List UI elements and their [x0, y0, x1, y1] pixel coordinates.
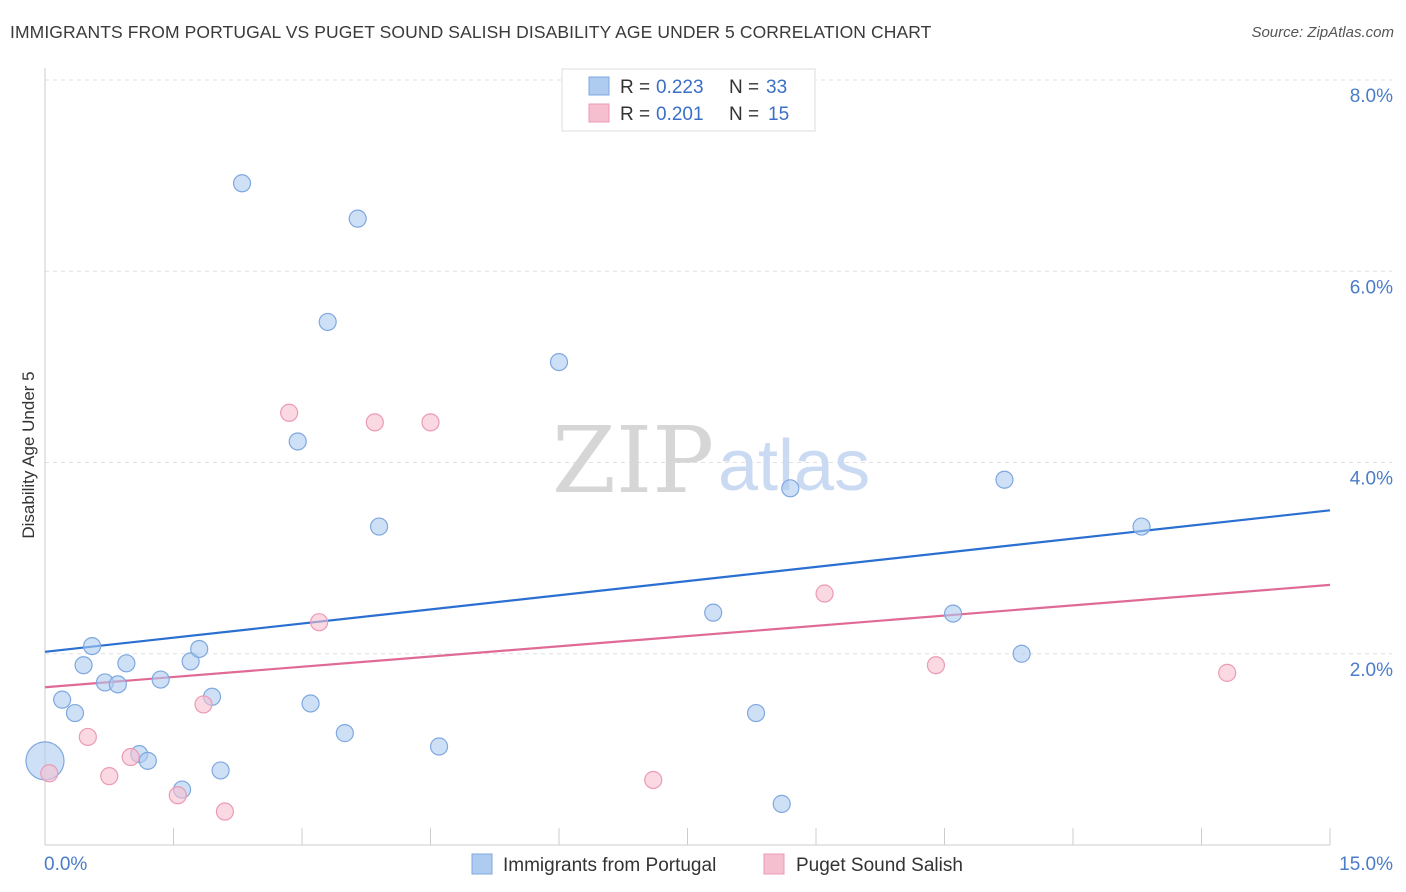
- point-portugal: [772, 794, 791, 813]
- point-salish: [644, 770, 663, 790]
- point-portugal: [1012, 644, 1031, 663]
- point-portugal: [943, 604, 963, 623]
- trend-lines: [44, 509, 1331, 689]
- legend: R = 0.223 N = 33 R = 0.201 N = 15: [561, 68, 816, 132]
- legend-r-label-2: R =: [620, 104, 650, 125]
- point-portugal: [995, 470, 1014, 489]
- legend-r-label-1: R =: [620, 77, 650, 98]
- point-salish: [215, 802, 234, 821]
- point-portugal: [335, 724, 354, 743]
- legend-r-value-2: 0.201: [656, 104, 704, 125]
- point-portugal: [288, 432, 307, 451]
- point-salish: [365, 413, 384, 432]
- series-legend-label-pink: Puget Sound Salish: [796, 855, 963, 876]
- point-portugal: [74, 656, 93, 675]
- legend-swatch-blue: [588, 76, 610, 96]
- point-salish: [1218, 663, 1237, 682]
- source-label: Source: ZipAtlas.com: [1251, 24, 1394, 41]
- legend-swatch-pink: [588, 103, 610, 123]
- legend-n-label-1: N =: [729, 77, 759, 98]
- point-portugal: [190, 639, 209, 659]
- point-salish: [280, 403, 299, 422]
- point-portugal: [181, 652, 200, 671]
- point-portugal: [549, 352, 569, 372]
- y-tick-label: 8.0%: [1350, 86, 1393, 107]
- data-points: [25, 174, 1237, 821]
- point-salish: [926, 656, 946, 675]
- watermark: ZIP atlas: [552, 407, 870, 514]
- series-legend-label-blue: Immigrants from Portugal: [503, 855, 716, 876]
- point-portugal: [781, 479, 800, 498]
- point-salish: [194, 695, 213, 714]
- series-legend-swatch-blue: [471, 853, 493, 875]
- legend-n-value-1: 33: [766, 77, 787, 98]
- series-legend-swatch-pink: [763, 853, 785, 875]
- x-tick-label: 0.0%: [44, 854, 87, 875]
- legend-r-value-1: 0.223: [656, 77, 704, 98]
- x-tick-label: 15.0%: [1339, 854, 1393, 875]
- point-portugal: [53, 690, 72, 709]
- series-legend: Immigrants from Portugal Puget Sound Sal…: [471, 853, 963, 876]
- point-portugal: [429, 737, 449, 756]
- point-portugal: [704, 603, 723, 622]
- y-axis-title: Disability Age Under 5: [19, 371, 38, 538]
- legend-n-label-2: N =: [729, 104, 759, 125]
- point-portugal: [301, 694, 320, 713]
- point-portugal: [370, 517, 389, 536]
- point-salish: [310, 613, 329, 632]
- point-portugal: [318, 312, 337, 332]
- point-portugal: [746, 703, 766, 723]
- point-portugal: [83, 636, 102, 656]
- point-portugal: [211, 761, 230, 780]
- point-portugal: [232, 174, 252, 193]
- point-salish: [168, 786, 187, 805]
- point-portugal: [138, 751, 157, 770]
- point-portugal: [151, 670, 170, 689]
- trend-line-salish: [44, 583, 1331, 689]
- point-salish: [121, 747, 140, 767]
- grid-lines: [45, 79, 1392, 655]
- point-salish: [421, 413, 440, 432]
- point-salish: [40, 764, 59, 783]
- chart-title: IMMIGRANTS FROM PORTUGAL VS PUGET SOUND …: [10, 22, 932, 42]
- point-portugal: [117, 654, 136, 673]
- point-portugal: [1132, 517, 1151, 536]
- point-portugal: [65, 703, 85, 723]
- y-tick-labels: 2.0% 4.0% 6.0% 8.0%: [1350, 86, 1393, 681]
- y-tick-label: 4.0%: [1350, 469, 1393, 490]
- trend-line-portugal: [44, 509, 1331, 653]
- point-salish: [100, 767, 119, 786]
- y-tick-label: 6.0%: [1350, 277, 1393, 298]
- point-portugal: [108, 675, 127, 694]
- point-salish: [78, 727, 97, 747]
- axes: [44, 68, 1331, 846]
- legend-n-value-2: 15: [768, 104, 789, 125]
- x-tick-labels: 0.0% 15.0%: [44, 854, 1393, 875]
- point-salish: [815, 584, 834, 603]
- watermark-zip: ZIP: [552, 407, 714, 514]
- point-portugal: [348, 209, 367, 228]
- y-tick-label: 2.0%: [1350, 660, 1393, 681]
